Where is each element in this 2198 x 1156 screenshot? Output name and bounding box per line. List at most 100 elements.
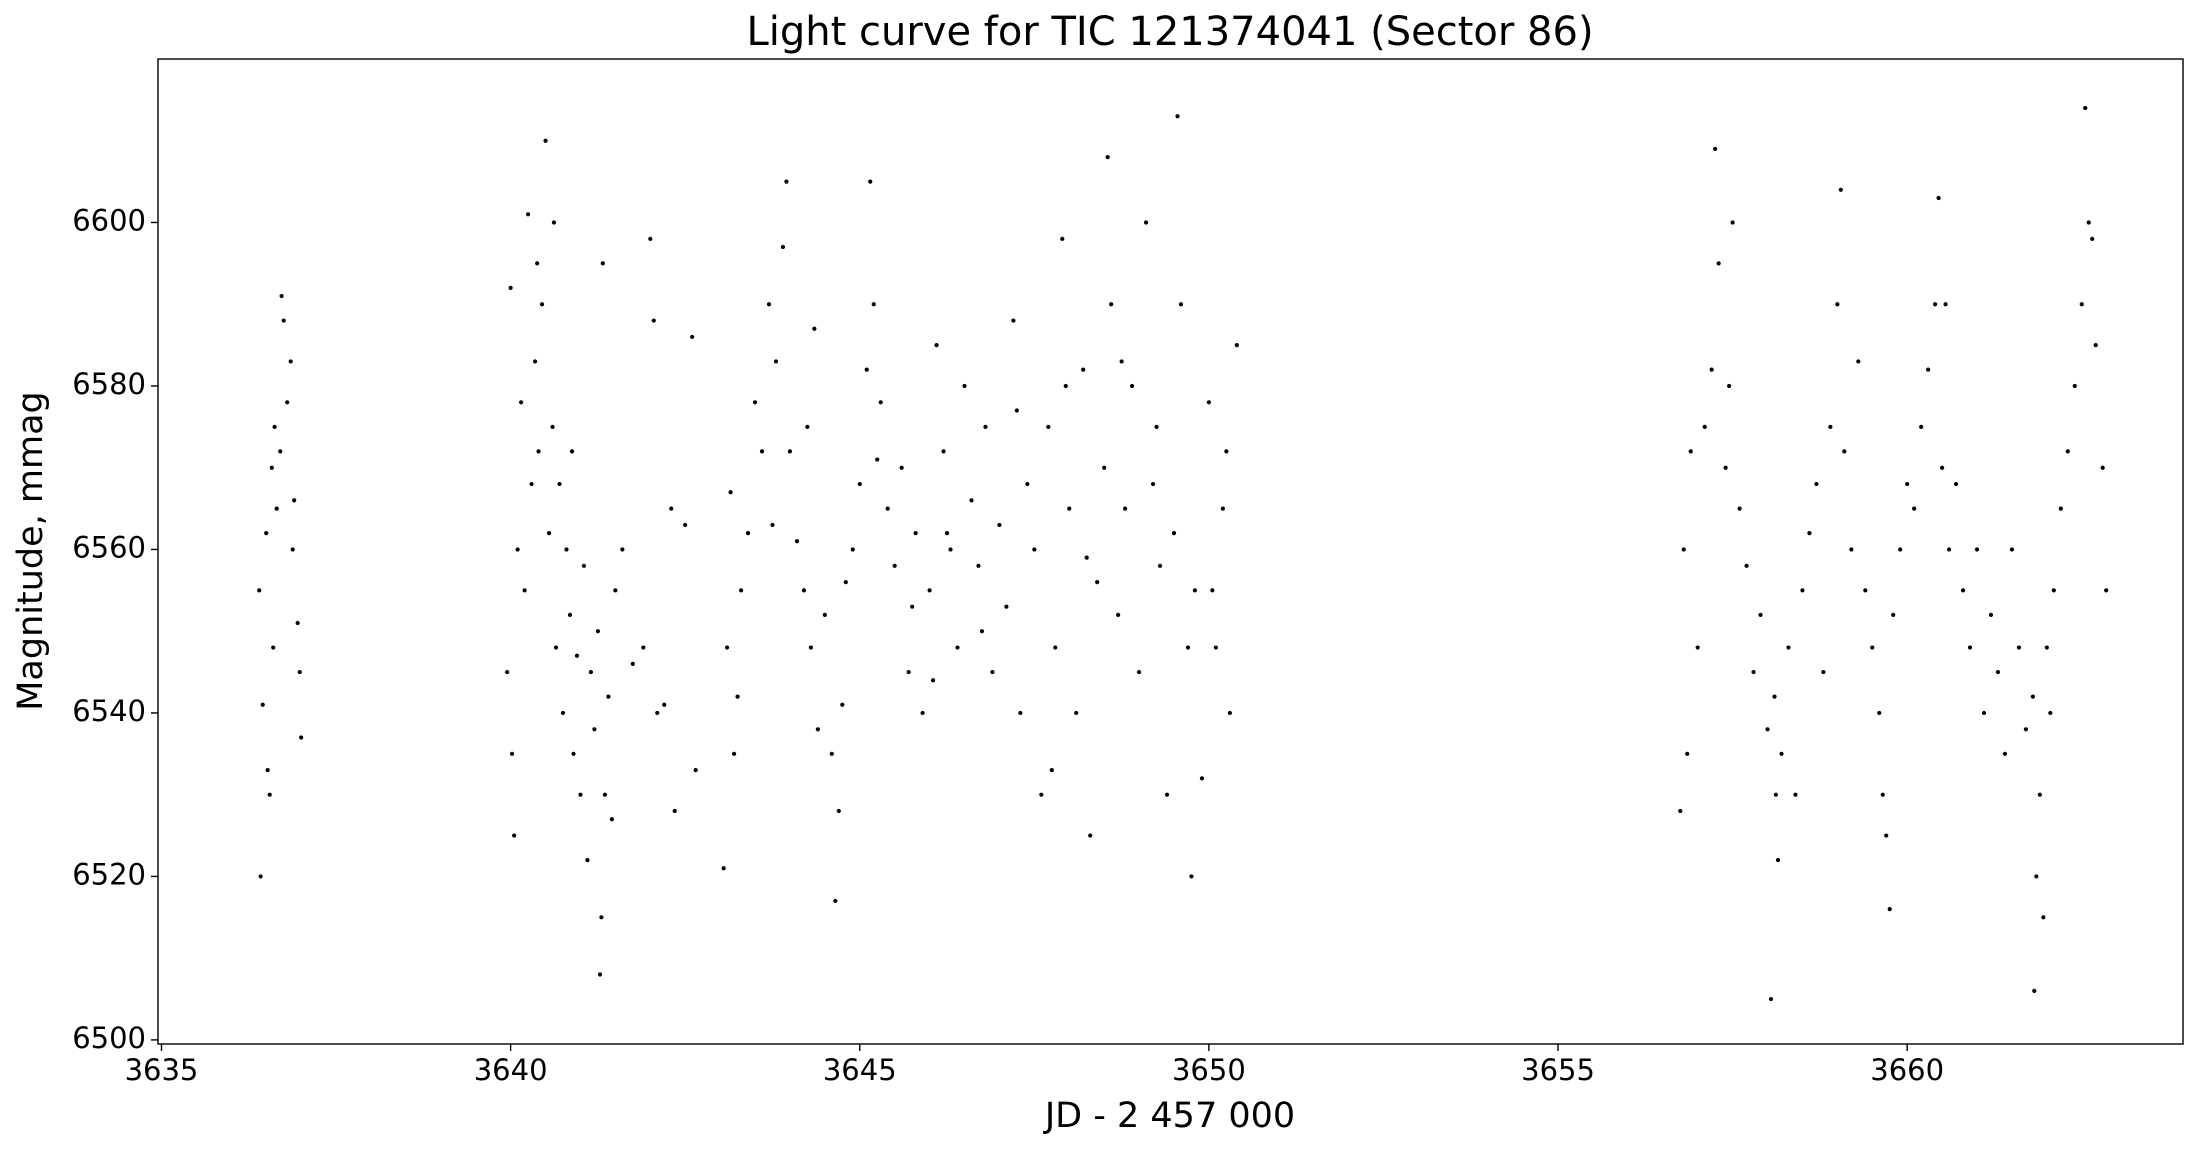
- data-point: [2083, 105, 2088, 111]
- data-point: [620, 547, 625, 552]
- data-point: [1727, 383, 1732, 389]
- data-point: [1887, 907, 1892, 912]
- data-point: [536, 449, 541, 454]
- data-point: [766, 302, 772, 307]
- data-point: [2023, 727, 2028, 732]
- data-point: [801, 588, 807, 593]
- data-point: [770, 522, 775, 528]
- data-point: [272, 424, 277, 429]
- data-point: [1189, 874, 1194, 879]
- plot-frame: [157, 58, 2184, 1045]
- data-point: [267, 792, 272, 797]
- data-point: [2009, 547, 2015, 552]
- data-point: [2086, 220, 2091, 225]
- data-point: [260, 702, 265, 707]
- data-point: [1863, 588, 1868, 593]
- data-point: [738, 588, 744, 593]
- data-point: [2044, 645, 2049, 650]
- data-point: [557, 481, 562, 487]
- data-point: [962, 383, 967, 389]
- data-point: [578, 792, 583, 797]
- data-point: [805, 424, 810, 429]
- data-point: [264, 531, 269, 536]
- data-point: [690, 334, 695, 340]
- data-point: [529, 481, 534, 487]
- data-point: [1116, 612, 1121, 617]
- data-point: [1981, 710, 1987, 716]
- data-point: [693, 768, 698, 773]
- data-point: [288, 359, 293, 364]
- data-point: [539, 302, 545, 307]
- x-tick-label: 3635: [125, 1053, 199, 1087]
- data-point: [955, 645, 960, 650]
- data-point: [784, 179, 789, 184]
- data-point: [1154, 424, 1159, 429]
- data-point: [997, 522, 1002, 528]
- data-point: [1688, 449, 1693, 454]
- data-point: [1074, 710, 1079, 716]
- data-point: [595, 629, 601, 634]
- x-tick-label: 3650: [1172, 1053, 1246, 1087]
- data-point: [1737, 506, 1742, 511]
- data-point: [1716, 261, 1721, 266]
- data-point: [1849, 547, 1854, 552]
- data-point: [1877, 710, 1882, 716]
- data-point: [569, 449, 575, 454]
- chart-title: Light curve for TIC 121374041 (Sector 86…: [746, 9, 1593, 55]
- data-point: [1713, 146, 1718, 152]
- data-point: [1199, 776, 1205, 781]
- data-point: [1905, 481, 1910, 487]
- data-point: [512, 833, 517, 838]
- data-point: [551, 220, 557, 225]
- data-point: [808, 645, 813, 650]
- data-point: [683, 522, 688, 528]
- data-point: [1842, 449, 1847, 454]
- data-point: [990, 669, 995, 675]
- data-point: [1063, 383, 1068, 389]
- data-point: [1936, 195, 1941, 201]
- data-point: [794, 539, 800, 544]
- data-point: [278, 449, 283, 454]
- data-point: [1933, 302, 1938, 307]
- data-point: [1150, 481, 1156, 487]
- x-axis-label: JD - 2 457 000: [1043, 1096, 1295, 1136]
- data-point: [1206, 400, 1212, 405]
- data-point: [297, 669, 302, 675]
- data-point: [1039, 792, 1044, 797]
- data-point: [850, 547, 855, 552]
- data-point: [1081, 367, 1086, 372]
- data-point: [1744, 563, 1749, 568]
- data-point: [983, 424, 988, 429]
- data-point: [1943, 302, 1948, 307]
- data-point: [567, 612, 573, 617]
- data-point: [285, 400, 290, 405]
- data-point: [543, 138, 548, 143]
- data-point: [592, 727, 597, 732]
- data-point: [613, 588, 618, 593]
- data-point: [1786, 645, 1791, 650]
- data-point: [600, 261, 605, 266]
- y-axis-label: Magnitude, mmag: [11, 391, 51, 711]
- data-point: [1136, 669, 1142, 675]
- data-point: [269, 465, 274, 470]
- data-point: [1105, 154, 1110, 160]
- data-point: [1119, 359, 1124, 364]
- data-point: [1060, 236, 1065, 241]
- data-point: [1772, 694, 1777, 699]
- data-point: [1053, 645, 1058, 650]
- data-point: [2016, 645, 2022, 650]
- data-point: [1880, 792, 1885, 797]
- data-point: [271, 645, 276, 650]
- data-point: [833, 898, 838, 904]
- data-point: [864, 367, 869, 372]
- data-point: [2041, 915, 2046, 920]
- data-point: [1685, 751, 1690, 756]
- data-point: [731, 751, 737, 756]
- data-point: [2093, 342, 2098, 348]
- data-point: [588, 669, 594, 675]
- data-point: [752, 400, 758, 405]
- data-point: [1032, 547, 1037, 552]
- data-point: [655, 710, 660, 716]
- data-point: [1939, 465, 1945, 470]
